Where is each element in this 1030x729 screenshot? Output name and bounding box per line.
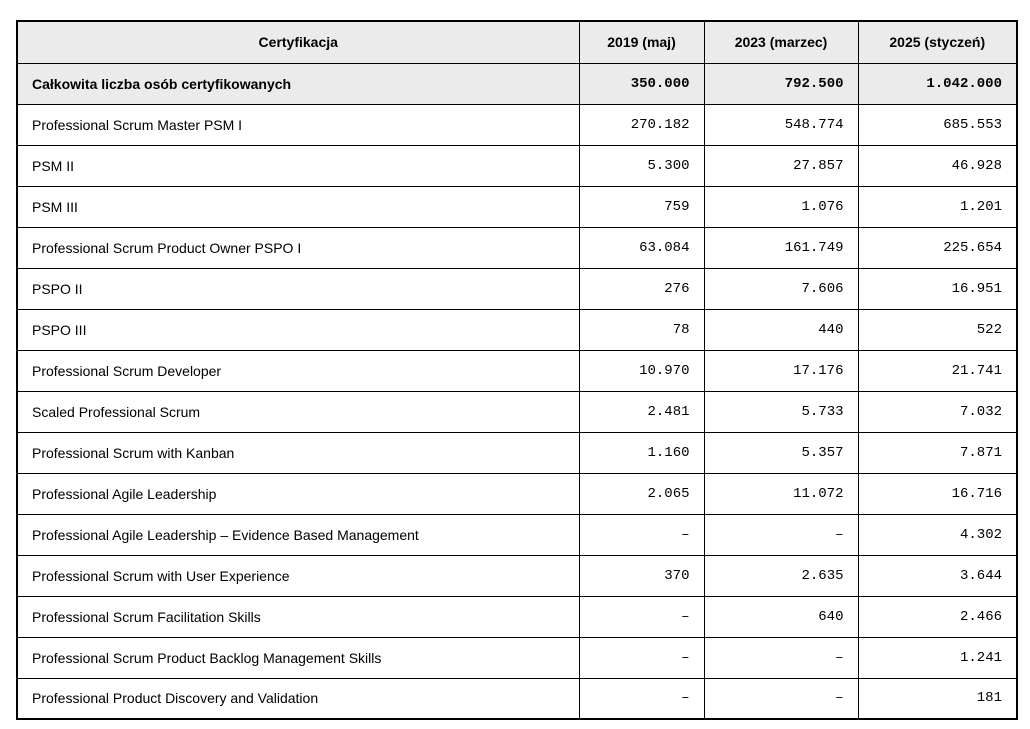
- certification-name-cell: Professional Scrum Product Backlog Manag…: [16, 636, 580, 679]
- table-row: PSM III 759 1.076 1.201: [16, 185, 1018, 228]
- value-cell-2025: 7.871: [857, 431, 1018, 474]
- value-cell-2019: –: [578, 513, 705, 556]
- value-cell-2025: 685.553: [857, 103, 1018, 146]
- table-row: PSPO II 276 7.606 16.951: [16, 267, 1018, 310]
- certification-name-cell: Professional Product Discovery and Valid…: [16, 677, 580, 720]
- summary-value-cell-2019: 350.000: [578, 62, 705, 105]
- value-cell-2025: 4.302: [857, 513, 1018, 556]
- value-cell-2025: 2.466: [857, 595, 1018, 638]
- column-header-2019: 2019 (maj): [578, 20, 705, 64]
- table-header: Certyfikacja 2019 (maj) 2023 (marzec) 20…: [16, 20, 1018, 64]
- value-cell-2019: 1.160: [578, 431, 705, 474]
- value-cell-2023: 7.606: [703, 267, 859, 310]
- certification-name-cell: Professional Scrum with User Experience: [16, 554, 580, 597]
- value-cell-2019: –: [578, 677, 705, 720]
- value-cell-2023: 161.749: [703, 226, 859, 269]
- value-cell-2023: 2.635: [703, 554, 859, 597]
- value-cell-2019: 5.300: [578, 144, 705, 187]
- value-cell-2023: –: [703, 677, 859, 720]
- value-cell-2025: 16.716: [857, 472, 1018, 515]
- column-header-2025: 2025 (styczeń): [857, 20, 1018, 64]
- header-row: Certyfikacja 2019 (maj) 2023 (marzec) 20…: [16, 20, 1018, 64]
- table-row: PSPO III 78 440 522: [16, 308, 1018, 351]
- certification-name-cell: PSM III: [16, 185, 580, 228]
- certification-name-cell: Professional Scrum Facilitation Skills: [16, 595, 580, 638]
- table-row: Professional Scrum Product Backlog Manag…: [16, 636, 1018, 679]
- table-row: Professional Scrum with Kanban 1.160 5.357…: [16, 431, 1018, 474]
- summary-value-cell-2025: 1.042.000: [857, 62, 1018, 105]
- summary-row: Całkowita liczba osób certyfikowanych 35…: [16, 62, 1018, 105]
- value-cell-2019: 759: [578, 185, 705, 228]
- value-cell-2023: –: [703, 513, 859, 556]
- certification-name-cell: Professional Agile Leadership: [16, 472, 580, 515]
- table-row: Professional Product Discovery and Valid…: [16, 677, 1018, 720]
- value-cell-2023: –: [703, 636, 859, 679]
- value-cell-2025: 3.644: [857, 554, 1018, 597]
- table-row: Scaled Professional Scrum 2.481 5.733 7.032: [16, 390, 1018, 433]
- certification-name-cell: Professional Agile Leadership – Evidence…: [16, 513, 580, 556]
- value-cell-2019: 10.970: [578, 349, 705, 392]
- value-cell-2019: 63.084: [578, 226, 705, 269]
- certification-name-cell: PSPO III: [16, 308, 580, 351]
- summary-label-cell: Całkowita liczba osób certyfikowanych: [16, 62, 580, 105]
- certification-table: Certyfikacja 2019 (maj) 2023 (marzec) 20…: [16, 20, 1018, 720]
- certification-name-cell: Professional Scrum with Kanban: [16, 431, 580, 474]
- value-cell-2023: 27.857: [703, 144, 859, 187]
- value-cell-2023: 1.076: [703, 185, 859, 228]
- value-cell-2025: 16.951: [857, 267, 1018, 310]
- table-body: Całkowita liczba osób certyfikowanych 35…: [16, 62, 1018, 720]
- value-cell-2025: 225.654: [857, 226, 1018, 269]
- value-cell-2025: 1.201: [857, 185, 1018, 228]
- value-cell-2025: 46.928: [857, 144, 1018, 187]
- summary-value-cell-2023: 792.500: [703, 62, 859, 105]
- table-row: Professional Scrum Facilitation Skills –6…: [16, 595, 1018, 638]
- table-row: Professional Agile Leadership – Evidence…: [16, 513, 1018, 556]
- value-cell-2023: 11.072: [703, 472, 859, 515]
- value-cell-2023: 548.774: [703, 103, 859, 146]
- value-cell-2019: 2.065: [578, 472, 705, 515]
- value-cell-2023: 17.176: [703, 349, 859, 392]
- value-cell-2025: 21.741: [857, 349, 1018, 392]
- certification-name-cell: PSPO II: [16, 267, 580, 310]
- value-cell-2023: 440: [703, 308, 859, 351]
- value-cell-2025: 7.032: [857, 390, 1018, 433]
- value-cell-2019: 276: [578, 267, 705, 310]
- table-row: Professional Scrum with User Experience 3…: [16, 554, 1018, 597]
- value-cell-2019: –: [578, 595, 705, 638]
- value-cell-2025: 181: [857, 677, 1018, 720]
- table-row: Professional Agile Leadership 2.065 11.072…: [16, 472, 1018, 515]
- table-row: Professional Scrum Master PSM I 270.182 54…: [16, 103, 1018, 146]
- certification-name-cell: Professional Scrum Master PSM I: [16, 103, 580, 146]
- value-cell-2019: 370: [578, 554, 705, 597]
- value-cell-2025: 522: [857, 308, 1018, 351]
- value-cell-2023: 5.733: [703, 390, 859, 433]
- column-header-2023: 2023 (marzec): [703, 20, 859, 64]
- value-cell-2019: 78: [578, 308, 705, 351]
- certification-name-cell: PSM II: [16, 144, 580, 187]
- value-cell-2025: 1.241: [857, 636, 1018, 679]
- value-cell-2019: 2.481: [578, 390, 705, 433]
- column-header-certyfikacja: Certyfikacja: [16, 20, 580, 64]
- certification-name-cell: Professional Scrum Developer: [16, 349, 580, 392]
- table-row: Professional Scrum Developer 10.970 17.176…: [16, 349, 1018, 392]
- certification-name-cell: Professional Scrum Product Owner PSPO I: [16, 226, 580, 269]
- value-cell-2019: –: [578, 636, 705, 679]
- value-cell-2023: 640: [703, 595, 859, 638]
- table-row: PSM II 5.300 27.857 46.928: [16, 144, 1018, 187]
- certification-name-cell: Scaled Professional Scrum: [16, 390, 580, 433]
- value-cell-2019: 270.182: [578, 103, 705, 146]
- value-cell-2023: 5.357: [703, 431, 859, 474]
